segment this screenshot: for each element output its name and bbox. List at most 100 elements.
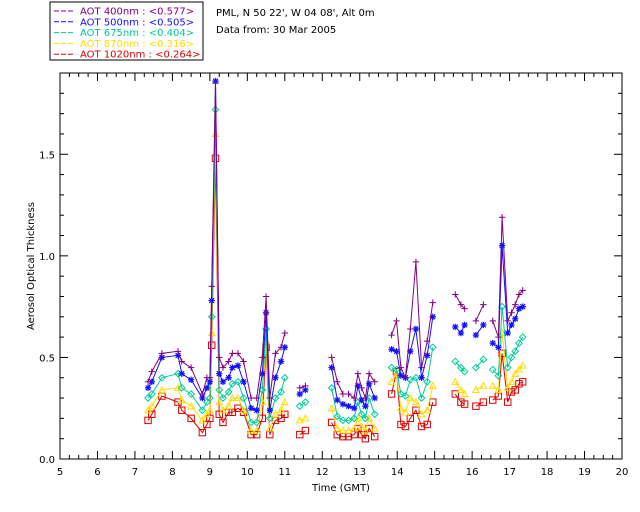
data-point <box>488 381 497 389</box>
data-point <box>177 395 186 404</box>
data-point <box>479 398 488 406</box>
data-point <box>512 315 519 323</box>
data-point <box>327 418 336 427</box>
data-point <box>401 392 410 400</box>
data-point <box>198 428 207 437</box>
data-point <box>239 406 248 414</box>
data-point <box>295 416 304 424</box>
data-point <box>148 410 156 419</box>
series-line <box>391 347 434 400</box>
data-point <box>388 346 395 353</box>
data-point <box>187 390 196 398</box>
data-point <box>327 383 336 392</box>
data-point <box>428 381 437 389</box>
legend-label: AOT 400nm : <0.577> <box>80 7 194 18</box>
x-tick-label: 5 <box>57 467 63 478</box>
data-point <box>198 406 207 415</box>
data-point <box>240 378 247 385</box>
series-line <box>492 306 524 377</box>
date-label: Data from: 30 Mar 2005 <box>216 25 336 36</box>
data-point <box>215 410 223 419</box>
data-point <box>495 333 502 341</box>
data-point <box>174 348 182 355</box>
data-point <box>199 394 206 402</box>
data-point <box>266 407 274 414</box>
series-line <box>475 304 484 322</box>
x-tick-label: 17 <box>503 467 516 478</box>
series-line <box>391 371 434 428</box>
data-point <box>515 291 523 298</box>
data-point <box>494 385 503 393</box>
data-point <box>507 388 516 396</box>
data-point <box>333 424 342 432</box>
x-tick-label: 6 <box>94 467 100 478</box>
data-point <box>457 329 465 337</box>
data-point <box>504 329 511 337</box>
legend-box <box>49 1 204 61</box>
data-point <box>253 407 260 414</box>
data-point <box>507 377 516 385</box>
data-point <box>397 390 405 398</box>
data-point <box>344 426 353 434</box>
data-point <box>345 402 352 410</box>
data-point <box>333 412 342 421</box>
data-point <box>461 305 468 312</box>
data-point <box>215 397 224 406</box>
series-line <box>299 401 306 407</box>
series-line <box>475 401 484 407</box>
data-point <box>280 373 289 382</box>
y-tick-label: 1.0 <box>39 252 55 263</box>
data-point <box>301 426 310 435</box>
data-point <box>225 358 232 365</box>
data-point <box>451 357 460 366</box>
data-point <box>302 386 309 394</box>
x-tick-label: 18 <box>541 467 554 478</box>
data-point <box>187 376 195 383</box>
data-point <box>452 291 459 298</box>
data-point <box>511 386 519 394</box>
data-point <box>265 414 274 423</box>
data-point <box>215 386 224 394</box>
data-point <box>418 364 425 371</box>
data-point <box>234 377 242 386</box>
data-point <box>178 358 185 365</box>
y-tick-label: 0.0 <box>39 455 55 466</box>
data-point <box>206 378 214 385</box>
data-point <box>224 401 233 410</box>
data-point <box>472 317 480 325</box>
data-point <box>187 364 195 371</box>
data-point <box>240 358 247 365</box>
data-point <box>272 374 279 381</box>
data-point <box>147 390 156 398</box>
data-point <box>423 352 431 359</box>
data-point <box>361 434 370 443</box>
data-point <box>392 369 401 377</box>
data-point <box>206 374 214 381</box>
data-point <box>296 430 304 439</box>
data-point <box>362 394 369 402</box>
data-point <box>519 287 526 294</box>
data-point <box>423 420 431 429</box>
data-point <box>362 402 369 410</box>
data-point <box>271 394 280 402</box>
data-point <box>489 396 497 404</box>
x-tick-label: 13 <box>353 467 366 478</box>
data-point <box>407 348 414 355</box>
data-point <box>301 414 310 422</box>
data-point <box>302 382 309 390</box>
series-line <box>331 357 376 401</box>
data-point <box>158 354 166 361</box>
data-point <box>518 361 527 369</box>
data-point <box>370 410 379 419</box>
data-point <box>233 393 243 402</box>
data-point <box>460 367 469 376</box>
data-point <box>387 363 396 372</box>
data-point <box>504 398 512 406</box>
legend-label: AOT 500nm : <0.505> <box>80 17 194 28</box>
data-point <box>498 242 506 249</box>
data-point <box>247 405 255 412</box>
data-point <box>387 390 396 398</box>
data-point <box>295 402 304 411</box>
legend-label: AOT 675nm : <0.404> <box>80 28 194 39</box>
